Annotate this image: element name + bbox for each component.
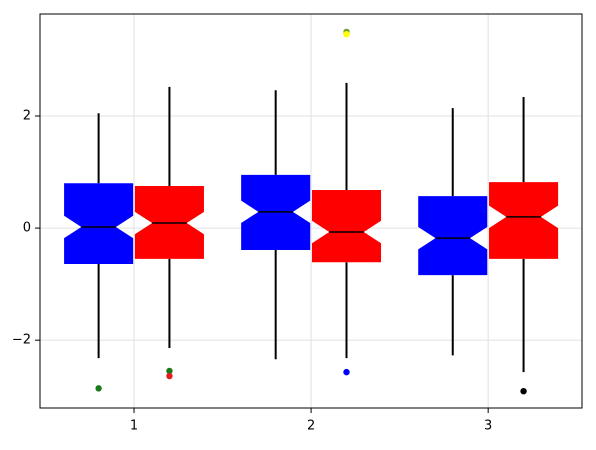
outlier xyxy=(95,385,102,392)
box xyxy=(489,182,559,259)
x-tick-label: 2 xyxy=(307,419,315,434)
plot-frame xyxy=(39,13,583,409)
outlier xyxy=(343,368,350,376)
outlier xyxy=(343,30,350,38)
x-tick-label: 1 xyxy=(130,419,138,434)
outlier xyxy=(520,387,527,395)
x-tick-label: 3 xyxy=(484,419,492,434)
y-tick-label: 0 xyxy=(23,221,31,236)
y-tick-label: −2 xyxy=(12,333,31,348)
box xyxy=(64,183,134,264)
box xyxy=(311,189,382,263)
box xyxy=(418,196,488,276)
outlier xyxy=(166,367,173,375)
y-tick-label: 2 xyxy=(23,109,31,124)
outlier xyxy=(166,372,173,380)
